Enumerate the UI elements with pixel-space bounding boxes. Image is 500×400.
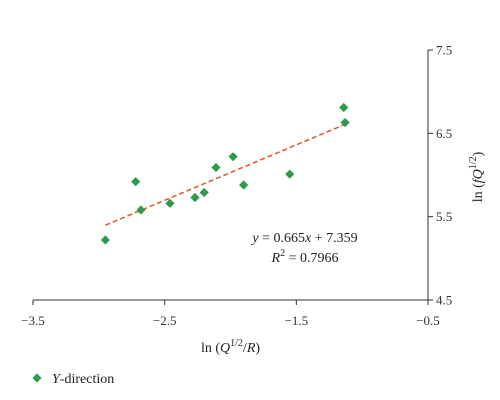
- data-point: [239, 180, 249, 190]
- data-point: [339, 102, 349, 113]
- trendline-equation: y = 0.665x + 7.359: [250, 231, 357, 246]
- data-point: [165, 198, 175, 208]
- data-point: [228, 152, 238, 162]
- x-axis-title: ln (Q1/2/R): [201, 338, 260, 356]
- axes-group: [33, 50, 429, 301]
- data-point: [199, 187, 209, 198]
- legend-label-y-direction: Y-direction: [52, 372, 114, 387]
- data-point: [136, 205, 146, 215]
- x-tick-label: −3.5: [21, 313, 45, 328]
- data-point: [190, 192, 200, 203]
- x-tick-label: −1.5: [285, 313, 309, 328]
- trendline: [105, 123, 346, 226]
- data-point: [211, 162, 221, 173]
- y-axis-title: ln (fQ1/2): [468, 151, 486, 202]
- data-point: [100, 235, 111, 245]
- data-point: [340, 117, 350, 128]
- y-tick-label: 6.5: [436, 126, 452, 141]
- y-tick-label: 5.5: [436, 209, 452, 224]
- trendline-r2: R2 = 0.7966: [271, 248, 339, 266]
- legend-marker-y-direction: [32, 373, 42, 383]
- points-group: [100, 102, 350, 245]
- y-tick-label: 4.5: [436, 293, 452, 308]
- legend: Y-direction: [32, 372, 114, 387]
- x-ticks-group: −3.5 −2.5 −1.5 −0.5: [21, 300, 440, 328]
- x-tick-label: −0.5: [416, 313, 440, 328]
- data-point: [131, 177, 141, 187]
- y-ticks-group: 4.5 5.5 6.5 7.5: [428, 43, 452, 308]
- x-tick-label: −2.5: [153, 313, 177, 328]
- y-tick-label: 7.5: [436, 43, 452, 58]
- data-point: [285, 169, 295, 179]
